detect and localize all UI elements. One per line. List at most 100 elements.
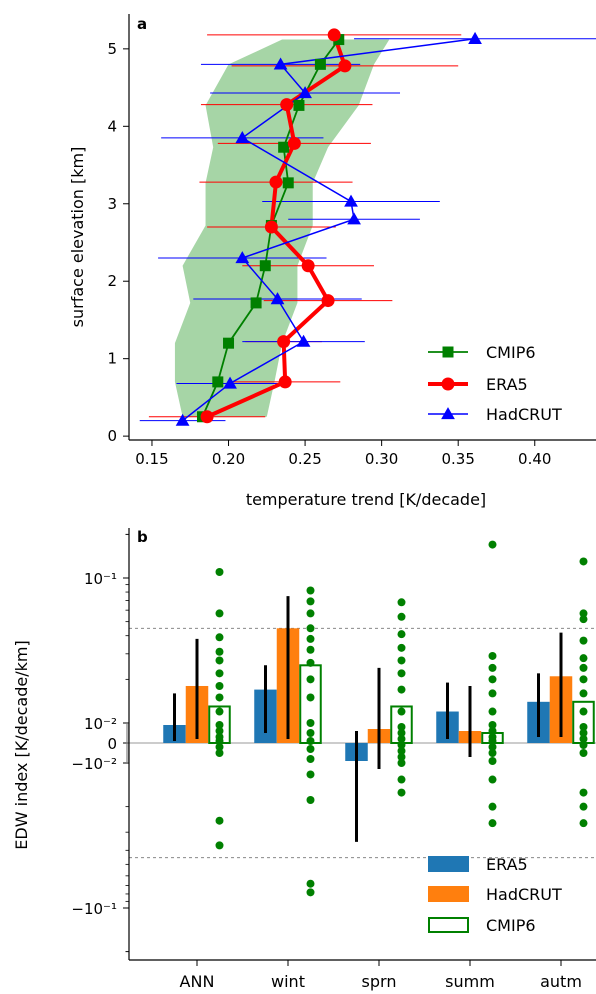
cmip6-member-dot-autm-0 [579, 557, 588, 566]
cmip6-member-dot-autm-15 [579, 802, 588, 811]
cmip6-member-dot-summ-5 [488, 707, 497, 716]
cmip6-member-dot-autm-8 [579, 707, 588, 716]
cmip6-member-dot-wint-4 [306, 634, 315, 643]
cmip6-member-dot-ANN-15 [215, 816, 224, 825]
cmip6-member-dot-wint-7 [306, 675, 315, 684]
series-markers-a [175, 28, 482, 426]
legend-b-era5-swatch [428, 856, 469, 872]
cmip6-member-dot-autm-2 [579, 615, 588, 624]
cmip6-marker-4 [259, 260, 271, 272]
cmip6-member-dot-sprn-11 [397, 741, 406, 749]
hadcrut-marker-7 [235, 131, 250, 144]
cmip6-member-dot-wint-3 [306, 624, 315, 633]
cmip6-member-dot-summ-0 [488, 540, 497, 549]
cmip6-member-dot-sprn-6 [397, 685, 406, 694]
era5-marker-6 [269, 175, 283, 189]
y-tick-label-b-3: −10⁻² [71, 755, 117, 773]
cmip6-member-dot-summ-4 [488, 689, 497, 698]
x-tick-label-a-4: 0.35 [441, 450, 474, 468]
x-tick-label-a-5: 0.40 [518, 450, 551, 468]
legend-a-era5-label: ERA5 [486, 375, 528, 394]
y-tick-label-b-1: 10⁻² [84, 715, 117, 733]
x-tick-label-b-sprn: sprn [362, 972, 397, 991]
axes-b: 10⁻¹ 10⁻² 0 −10⁻² −10⁻¹ ANN wint sprn summ autm [71, 528, 596, 991]
cmip6-member-dot-summ-15 [488, 819, 497, 828]
cmip6-member-dot-wint-0 [306, 586, 315, 595]
legend-b-era5-label: ERA5 [486, 855, 528, 874]
y-tick-label-a-1: 1 [107, 350, 117, 368]
cmip6-member-dot-wint-11 [306, 737, 315, 745]
x-tick-label-a-1: 0.20 [212, 450, 245, 468]
legend-a-cmip6-label: CMIP6 [486, 343, 536, 362]
era5-marker-4 [301, 259, 315, 273]
cmip6-member-dot-ANN-8 [215, 707, 224, 716]
y-tick-label-a-5: 5 [107, 40, 117, 58]
cmip6-member-dot-summ-12 [488, 757, 497, 765]
cmip6-member-dot-wint-5 [306, 645, 315, 654]
era5-marker-0 [200, 410, 214, 424]
cmip6-member-dot-sprn-16 [397, 788, 406, 797]
cmip6-member-dot-autm-7 [579, 689, 588, 698]
cmip6-member-dot-sprn-5 [397, 669, 406, 678]
cmip6-member-dot-summ-2 [488, 663, 497, 672]
panel-b-edw-index: 10⁻¹ 10⁻² 0 −10⁻² −10⁻¹ ANN wint sprn summ autm b… [12, 528, 596, 991]
cmip6-member-dot-sprn-10 [397, 735, 406, 743]
error-bars-b [173, 596, 563, 842]
hadcrut-marker-0 [175, 413, 190, 426]
cmip6-member-dot-summ-9 [488, 737, 497, 745]
era5-marker-7 [287, 136, 301, 150]
era5-marker-3 [321, 294, 335, 308]
cmip6-member-dot-summ-10 [488, 743, 497, 751]
cmip6-member-dot-autm-12 [579, 741, 588, 749]
cmip6-member-dot-ANN-14 [215, 749, 224, 757]
cmip6-member-dot-summ-7 [488, 727, 497, 735]
cmip6-member-dot-autm-13 [579, 749, 588, 757]
legend-a-cmip6-marker [442, 346, 454, 358]
cmip6-member-dot-autm-1 [579, 609, 588, 618]
legend-b-cmip6-swatch [428, 917, 469, 933]
x-tick-label-a-0: 0.15 [135, 450, 168, 468]
cmip6-member-dot-wint-8 [306, 693, 315, 702]
cmip6-member-dot-wint-14 [306, 770, 315, 779]
legend-b-cmip6-label: CMIP6 [486, 916, 536, 935]
hadcrut-marker-6 [344, 194, 358, 207]
cmip6-marker-9 [314, 58, 326, 70]
x-tick-label-b-ANN: ANN [180, 972, 215, 991]
cmip6-member-dot-wint-12 [306, 745, 315, 753]
cmip6-member-dot-autm-14 [579, 788, 588, 797]
y-tick-label-a-2: 2 [107, 272, 117, 290]
era5-marker-9 [338, 59, 352, 73]
cmip6-member-dot-wint-10 [306, 729, 315, 737]
cmip6-member-dot-autm-3 [579, 636, 588, 645]
cmip6-member-dot-summ-1 [488, 651, 497, 660]
legend-a-hadcrut-marker [441, 407, 455, 420]
cmip6-member-dot-ANN-13 [215, 743, 224, 751]
panel-a-label: a [137, 15, 147, 33]
cmip6-marker-6 [282, 177, 294, 189]
axes-a: 0.15 0.20 0.25 0.30 0.35 0.40 0 1 2 3 4 5 [107, 14, 596, 468]
cmip6-member-dot-autm-16 [579, 819, 588, 828]
cmip6-member-dot-summ-6 [488, 721, 497, 729]
x-tick-label-a-2: 0.25 [288, 450, 321, 468]
x-tick-label-b-summ: summ [445, 972, 495, 991]
y-axis-label-a: surface elevation [km] [68, 147, 87, 328]
cmip6-member-dot-summ-11 [488, 749, 497, 757]
cmip6-member-dot-autm-6 [579, 675, 588, 684]
era5-marker-10 [327, 28, 341, 42]
cmip6-marker-3 [250, 297, 262, 309]
era5-marker-5 [264, 220, 278, 234]
cmip6-member-dot-autm-11 [579, 735, 588, 743]
cmip6-member-dot-sprn-1 [397, 612, 406, 621]
hadcrut-marker-10 [468, 31, 482, 44]
cmip6-member-dot-sprn-12 [397, 747, 406, 755]
cmip6-member-dot-wint-1 [306, 597, 315, 606]
panel-b-label: b [137, 528, 148, 546]
cmip6-member-dot-ANN-10 [215, 727, 224, 735]
cmip6-member-dot-ANN-12 [215, 737, 224, 745]
hadcrut-marker-4 [235, 251, 250, 264]
era5-marker-8 [280, 98, 294, 112]
cmip6-member-dot-ANN-0 [215, 567, 224, 576]
cmip6-member-dot-sprn-8 [397, 723, 406, 731]
cmip6-member-dot-wint-2 [306, 609, 315, 618]
